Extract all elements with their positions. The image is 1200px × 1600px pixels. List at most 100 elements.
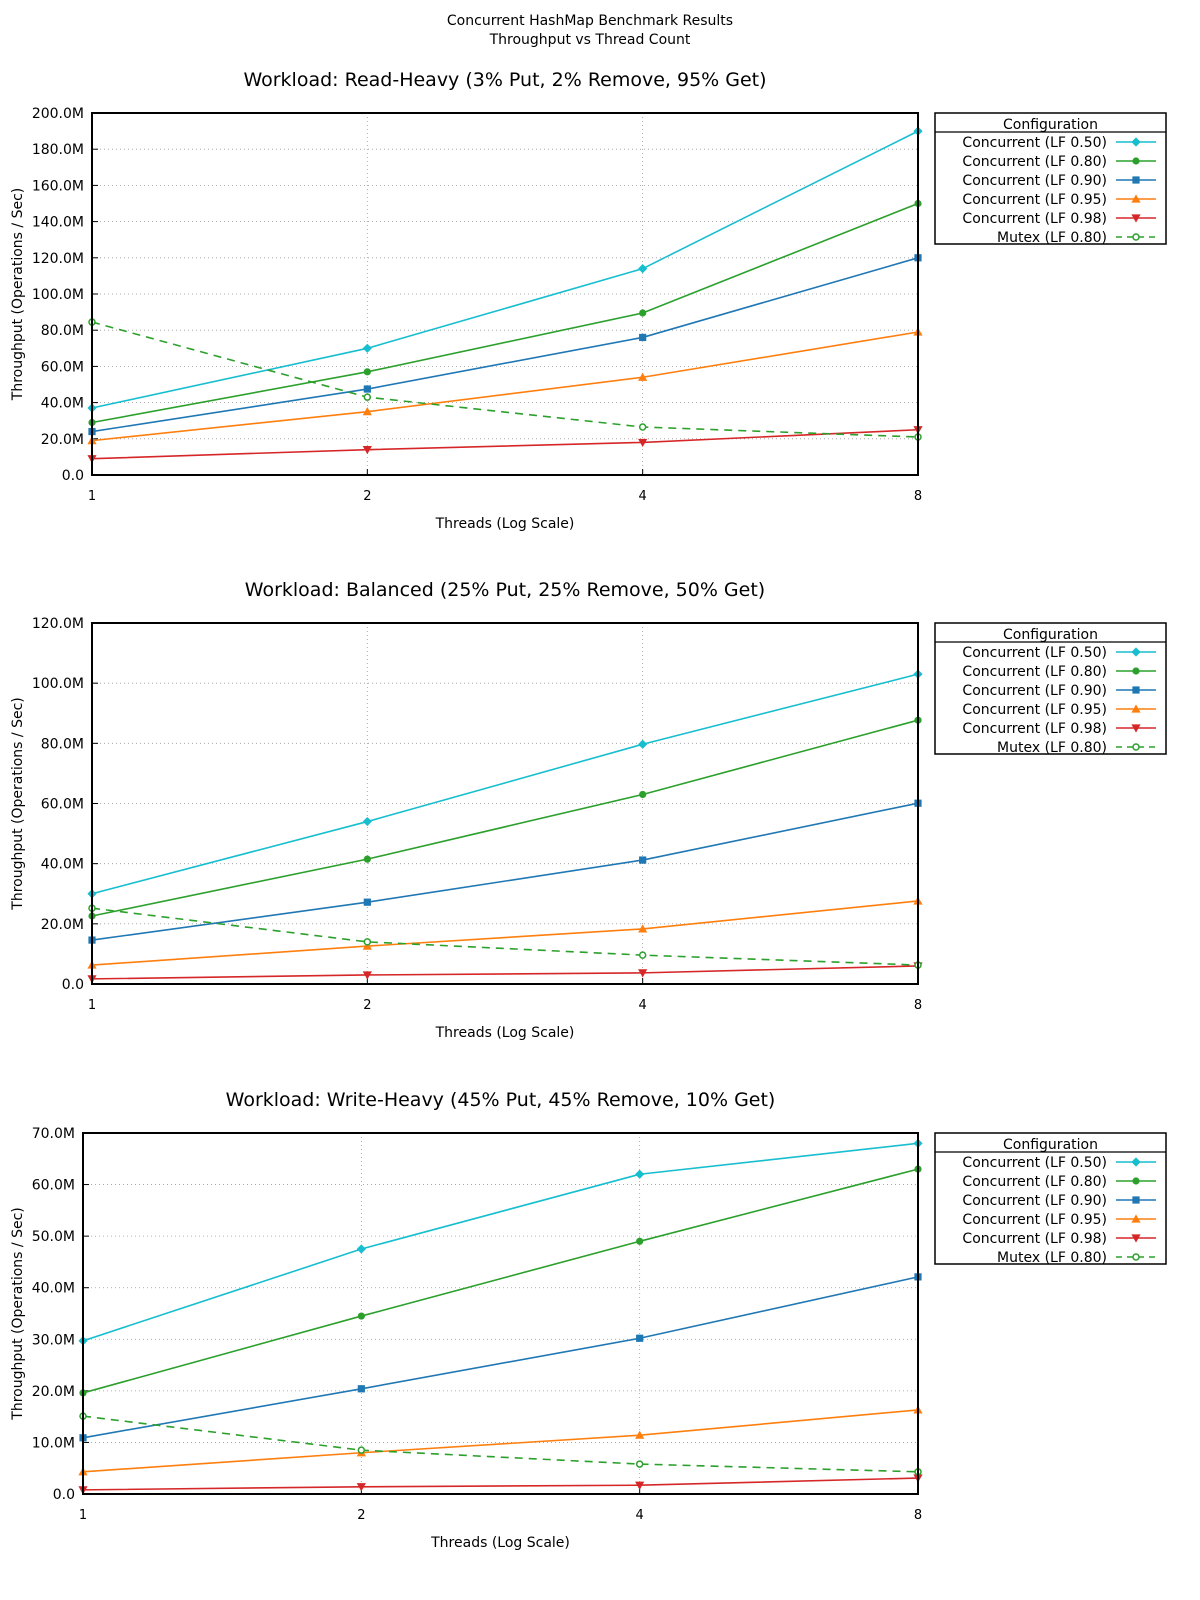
marker-diamond — [356, 1244, 366, 1254]
legend-entry-label: Concurrent (LF 0.50) — [962, 1155, 1107, 1171]
y-tick-label: 50.0M — [32, 1229, 75, 1245]
y-tick-label: 30.0M — [32, 1332, 75, 1348]
marker-diamond — [635, 1169, 645, 1179]
legend-entry-label: Concurrent (LF 0.80) — [962, 664, 1107, 680]
y-tick-label: 20.0M — [32, 1384, 75, 1400]
marker-circle — [1132, 667, 1140, 675]
chart-title: Workload: Balanced (25% Put, 25% Remove,… — [245, 579, 765, 601]
series-concurrent-lf-0-90- — [88, 799, 922, 944]
marker-square — [639, 856, 647, 864]
y-tick-label: 80.0M — [41, 736, 84, 752]
legend-box — [934, 112, 1167, 245]
figure-subtitle: Throughput vs Thread Count — [489, 32, 691, 48]
y-tick-label: 0.0 — [62, 468, 84, 484]
legend-entry-label: Concurrent (LF 0.80) — [962, 1174, 1107, 1190]
series-line — [91, 321, 919, 438]
marker-open-circle — [1132, 233, 1140, 241]
x-tick-label: 4 — [639, 489, 647, 504]
marker-open-circle — [363, 393, 372, 401]
x-tick-label: 4 — [636, 1508, 644, 1523]
legend-entry-label: Concurrent (LF 0.50) — [962, 135, 1107, 151]
chart-1: Workload: Read-Heavy (3% Put, 2% Remove,… — [10, 69, 1167, 532]
marker-circle — [639, 790, 647, 799]
marker-open-circle — [638, 951, 647, 959]
legend-entry-label: Concurrent (LF 0.90) — [962, 173, 1107, 189]
marker-square — [1132, 686, 1140, 694]
marker-circle — [639, 309, 647, 317]
legend-box — [934, 622, 1167, 755]
legend-entry-label: Mutex (LF 0.80) — [997, 740, 1107, 756]
x-tick-label: 2 — [363, 998, 371, 1013]
marker-square — [1132, 1196, 1140, 1204]
marker-triangle-up — [362, 407, 372, 416]
x-axis-label: Threads (Log Scale) — [430, 1535, 570, 1551]
marker-triangle-down — [362, 971, 372, 980]
marker-open-circle — [1132, 743, 1140, 751]
marker-circle — [1132, 157, 1140, 165]
series-concurrent-lf-0-80- — [88, 716, 922, 920]
y-tick-label: 160.0M — [32, 178, 84, 194]
series-mutex-lf-0-80- — [88, 318, 922, 441]
marker-square — [363, 898, 371, 906]
series-concurrent-lf-0-50- — [78, 1138, 923, 1346]
series-line — [91, 802, 919, 941]
x-tick-label: 1 — [88, 489, 96, 504]
series-concurrent-lf-0-50- — [87, 126, 923, 413]
marker-triangle-up — [1131, 704, 1141, 713]
series-line — [91, 719, 919, 917]
legend-entry-label: Concurrent (LF 0.90) — [962, 683, 1107, 699]
y-tick-label: 20.0M — [41, 432, 84, 448]
legend-entry-label: Concurrent (LF 0.98) — [962, 721, 1107, 737]
marker-triangle-down — [1131, 724, 1141, 733]
y-axis-label: Throughput (Operations / Sec) — [10, 188, 26, 401]
series-line — [91, 907, 919, 966]
marker-triangle-down — [638, 438, 648, 448]
marker-triangle-up — [1131, 194, 1141, 203]
marker-diamond — [1131, 647, 1141, 657]
marker-triangle-down — [638, 969, 648, 978]
x-axis-label: Threads (Log Scale) — [435, 516, 575, 532]
series-line — [82, 1276, 919, 1439]
marker-square — [639, 333, 647, 342]
series-concurrent-lf-0-95- — [87, 896, 923, 969]
series-concurrent-lf-0-95- — [87, 327, 923, 445]
series-concurrent-lf-0-98- — [87, 962, 923, 984]
series-line — [91, 900, 919, 966]
y-tick-label: 0.0 — [53, 1487, 75, 1503]
series-concurrent-lf-0-98- — [78, 1474, 923, 1495]
y-tick-label: 60.0M — [41, 359, 84, 375]
marker-open-circle — [638, 423, 647, 431]
plot-frame — [91, 112, 919, 476]
legend-entry-label: Concurrent (LF 0.98) — [962, 211, 1107, 227]
series-concurrent-lf-0-98- — [87, 426, 923, 464]
marker-diamond — [362, 343, 372, 353]
legend-entry-label: Concurrent (LF 0.90) — [962, 1193, 1107, 1209]
marker-square — [636, 1334, 644, 1342]
y-tick-label: 100.0M — [32, 676, 84, 692]
y-tick-label: 60.0M — [41, 797, 84, 813]
y-tick-label: 20.0M — [41, 917, 84, 933]
figure-title: Concurrent HashMap Benchmark Results — [446, 13, 734, 29]
y-tick-label: 40.0M — [41, 857, 84, 873]
series-concurrent-lf-0-80- — [79, 1165, 922, 1397]
chart-title: Workload: Read-Heavy (3% Put, 2% Remove,… — [243, 69, 766, 91]
legend-title: Configuration — [1003, 627, 1098, 643]
marker-triangle-up — [635, 1430, 645, 1439]
series-concurrent-lf-0-90- — [79, 1273, 922, 1442]
y-tick-label: 60.0M — [32, 1178, 75, 1194]
marker-circle — [363, 855, 371, 863]
marker-circle — [1132, 1177, 1140, 1185]
plot-frame — [91, 622, 919, 985]
x-axis-label: Threads (Log Scale) — [435, 1025, 575, 1041]
x-tick-label: 4 — [639, 998, 647, 1013]
marker-triangle-down — [1131, 1234, 1141, 1243]
marker-circle — [357, 1312, 365, 1320]
series-line — [82, 1415, 919, 1473]
series-line — [82, 1477, 919, 1491]
figure-title-block: Concurrent HashMap Benchmark Results Thr… — [0, 12, 1180, 50]
legend: Configuration Concurrent (LF 0.50) Concurr… — [934, 112, 1167, 246]
legend: Configuration Concurrent (LF 0.50) Concurr… — [934, 622, 1167, 756]
series-line — [91, 331, 919, 442]
marker-open-circle — [357, 1446, 366, 1454]
y-tick-label: 70.0M — [32, 1126, 75, 1142]
